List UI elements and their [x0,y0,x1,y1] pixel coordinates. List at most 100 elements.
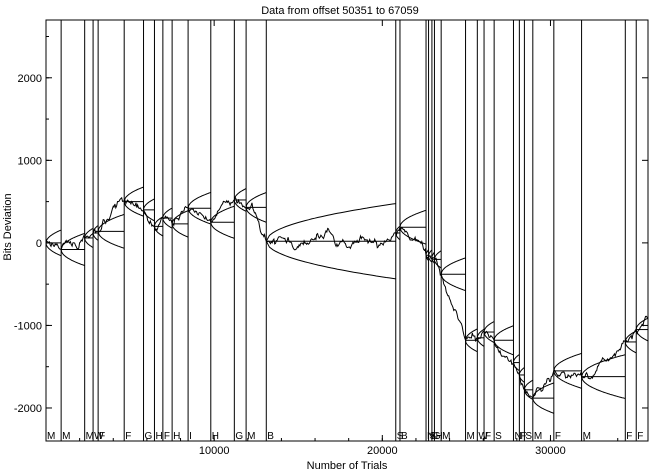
envelope-lower [162,218,173,229]
envelope-upper [46,229,62,243]
envelope-lower [84,237,94,248]
y-tick-label: -1000 [14,320,42,332]
segment-label: F [637,431,643,442]
segment-label: I [189,431,192,442]
segment-label: S [525,431,532,442]
envelope-upper [476,328,485,338]
envelope-upper [581,354,626,377]
segment-label: G [433,431,441,442]
x-tick-label: 20000 [367,445,398,457]
envelope-upper [143,198,155,210]
segment-label: M [534,431,542,442]
segment-label: F [555,431,561,442]
envelope-lower [171,223,189,238]
deviation-series [46,195,648,400]
envelope-lower [635,329,648,342]
x-tick-label: 30000 [535,445,566,457]
envelope-upper [635,317,648,330]
segment-label: M [62,431,70,442]
envelope-lower [92,232,99,241]
segment-label: N [427,431,434,442]
envelope-lower [123,201,144,217]
envelope-upper [123,186,144,202]
segment-label: B [401,431,408,442]
envelope-upper [440,257,466,275]
envelope-upper [553,352,582,371]
segment-label: W [94,431,104,442]
envelope-upper [245,192,267,208]
envelope-upper [523,379,534,390]
envelope-lower [46,242,62,257]
envelope-upper [483,321,495,333]
envelope-lower [233,199,247,212]
envelope-lower [465,340,478,353]
envelope-lower [97,231,125,249]
envelope-lower [624,341,637,354]
envelope-lower [60,249,85,266]
envelope-upper [433,250,442,260]
envelope-upper [265,203,396,242]
segment-label: H [212,431,219,442]
segment-label: F [626,431,632,442]
envelope-upper [395,225,401,234]
segment-label: S [430,431,437,442]
segment-label: H [435,431,442,442]
segment-label: H [173,431,180,442]
envelope-lower [210,222,235,239]
envelope-upper [428,249,433,257]
envelope-upper [233,188,247,201]
y-tick-label: 1000 [18,155,42,167]
segment-label: M [86,431,94,442]
segment-label: F [164,431,170,442]
envelope-upper [84,227,94,238]
envelope-lower [143,209,155,222]
envelope-upper [513,354,520,363]
segment-label: M [467,431,475,442]
envelope-lower [245,207,267,223]
envelope-upper [518,367,525,376]
segment-label: H [155,431,162,442]
x-tick-label: 10000 [199,445,230,457]
envelope-upper [210,205,235,223]
envelope-lower [483,331,495,343]
segment-label: M [583,431,591,442]
y-tick-label: 2000 [18,73,42,85]
segment-label: F [520,431,526,442]
envelope-lower [265,240,396,280]
envelope-lower [395,232,401,241]
segment-label: M [47,431,55,442]
y-axis-label: Bits Deviation [2,193,14,260]
plot-frame [45,19,649,442]
segment-label: N [514,431,521,442]
segment-label: W [478,431,488,442]
envelope-upper [187,191,211,209]
segment-label: F [125,431,131,442]
envelope-lower [493,340,514,356]
y-tick-label: 0 [36,238,42,250]
segment-label: F [99,431,105,442]
envelope-lower [428,256,433,263]
envelope-lower [532,397,554,414]
envelope-upper [465,328,478,341]
segment-label: G [235,431,243,442]
segment-label: S [495,431,502,442]
envelope-upper [399,209,427,228]
envelope-upper [162,207,173,219]
envelope-lower [476,337,485,347]
segment-label: G [145,431,153,442]
y-tick-label: -2000 [14,403,42,415]
envelope-lower [154,226,164,237]
segment-label: F [485,431,491,442]
segment-label: S [397,431,404,442]
segment-label: M [247,431,255,442]
envelope-lower [187,208,211,225]
envelope-lower [440,274,466,292]
plot-content [46,20,648,441]
segment-label: B [267,431,274,442]
x-axis-label: Number of Trials [307,460,388,472]
segment-label: M [442,431,450,442]
chart-title: Data from offset 50351 to 67059 [261,5,419,17]
envelope-lower [553,370,582,389]
